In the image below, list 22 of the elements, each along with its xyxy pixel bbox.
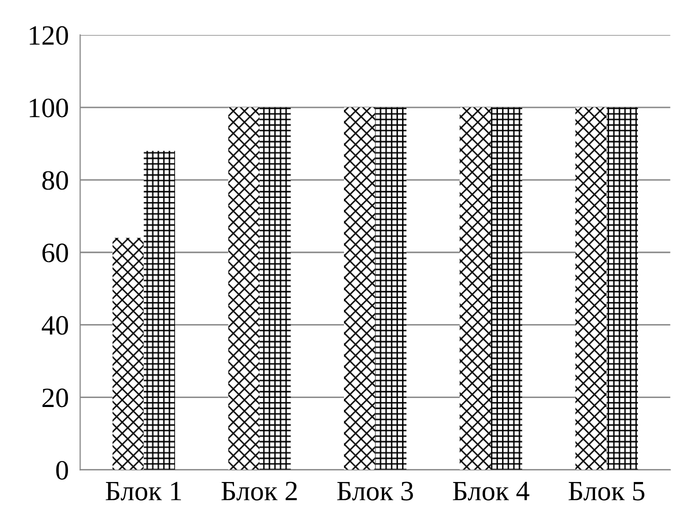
y-tick-label: 0	[56, 460, 68, 480]
y-tick-label: 40	[42, 316, 68, 335]
y-tick-label: 120	[30, 26, 68, 45]
bar	[260, 107, 291, 470]
bar	[228, 107, 260, 470]
bar	[112, 238, 144, 470]
x-tick-label: Блок 5	[568, 482, 644, 500]
x-tick-label: Блок 3	[337, 482, 413, 500]
y-tick-label: 80	[42, 171, 68, 190]
bar	[375, 107, 406, 470]
bar	[490, 107, 522, 470]
x-tick-label: Блок 1	[106, 482, 181, 500]
y-tick-label: 20	[42, 388, 68, 408]
y-tick-label: 100	[30, 98, 68, 118]
y-tick-label: 60	[42, 244, 68, 262]
bar	[344, 107, 376, 470]
x-tick-label: Блок 2	[221, 482, 297, 500]
x-tick-label: Блок 4	[452, 482, 530, 500]
bar	[606, 107, 638, 470]
bar	[460, 107, 491, 470]
bar	[575, 107, 607, 470]
bar	[144, 150, 176, 470]
